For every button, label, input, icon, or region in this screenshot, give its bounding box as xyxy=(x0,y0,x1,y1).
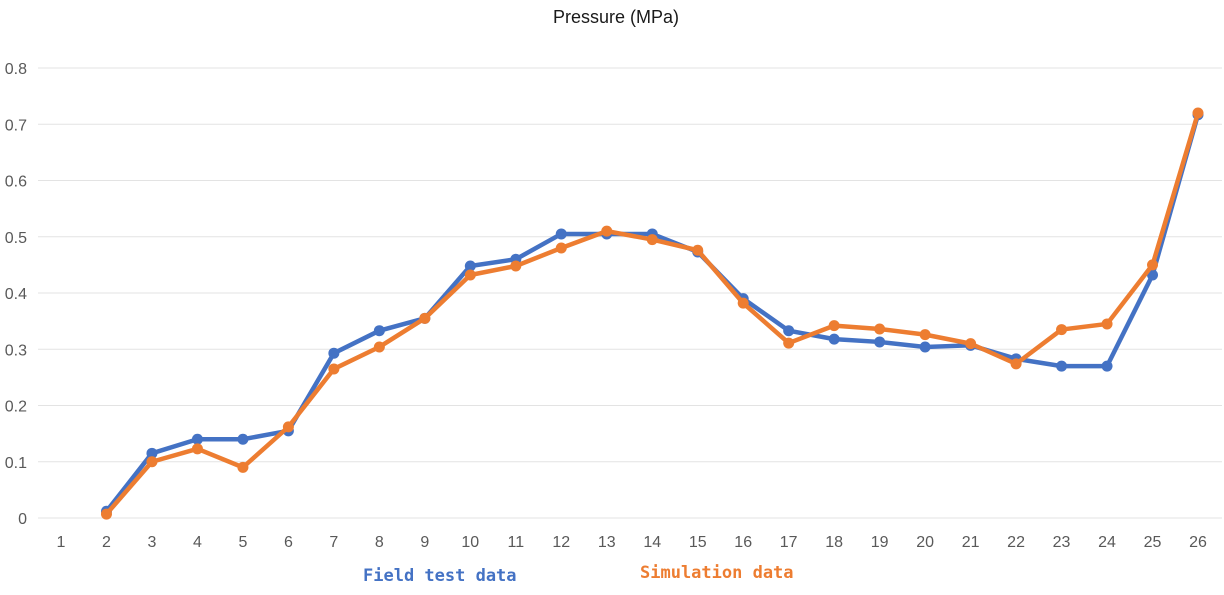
data-point xyxy=(783,325,795,337)
data-point xyxy=(737,297,749,309)
data-point xyxy=(100,508,112,520)
x-tick-label: 18 xyxy=(825,534,843,551)
data-point xyxy=(828,333,840,345)
y-tick-label: 0.8 xyxy=(5,61,27,78)
x-tick-label: 12 xyxy=(552,534,570,551)
data-point xyxy=(146,447,158,459)
legend-simulation-data: Simulation data xyxy=(640,563,794,583)
x-tick-label: 7 xyxy=(329,534,338,551)
y-tick-label: 0.3 xyxy=(5,342,27,359)
x-tick-label: 9 xyxy=(420,534,429,551)
data-point xyxy=(1056,360,1068,372)
x-tick-label: 8 xyxy=(375,534,384,551)
x-tick-label: 17 xyxy=(780,534,798,551)
series-field-test-data xyxy=(100,109,1204,517)
series-lines xyxy=(100,107,1204,520)
series-line xyxy=(104,112,1201,514)
data-point xyxy=(874,336,886,348)
data-point xyxy=(373,341,385,353)
y-tick-label: 0.2 xyxy=(5,399,27,416)
x-tick-label: 11 xyxy=(507,534,524,551)
chart-title: Pressure (MPa) xyxy=(553,7,679,27)
x-tick-label: 13 xyxy=(598,534,616,551)
data-point xyxy=(191,433,203,445)
data-point xyxy=(874,323,886,335)
x-tick-label: 26 xyxy=(1189,534,1207,551)
data-point xyxy=(692,244,704,256)
data-point xyxy=(328,347,340,359)
data-point xyxy=(646,234,658,246)
data-point xyxy=(464,260,476,272)
x-tick-label: 16 xyxy=(734,534,752,551)
data-point xyxy=(464,269,476,281)
data-point xyxy=(282,421,294,433)
x-tick-label: 19 xyxy=(871,534,889,551)
series-simulation-data xyxy=(100,107,1204,520)
x-tick-label: 15 xyxy=(689,534,707,551)
data-point xyxy=(191,443,203,455)
data-point xyxy=(601,225,613,237)
data-point xyxy=(965,338,977,350)
y-tick-label: 0.6 xyxy=(5,174,27,191)
y-tick-label: 0.4 xyxy=(5,286,27,303)
y-tick-label: 0.5 xyxy=(5,230,27,247)
data-point xyxy=(1192,107,1204,119)
data-point xyxy=(919,329,931,341)
y-axis-ticks: 0 0.1 0.2 0.3 0.4 0.5 0.6 0.7 0.8 xyxy=(5,61,27,528)
data-point xyxy=(1101,318,1113,330)
data-point xyxy=(919,341,931,353)
x-tick-label: 5 xyxy=(238,534,247,551)
data-point xyxy=(1010,358,1022,370)
data-point xyxy=(1101,360,1113,372)
x-tick-label: 6 xyxy=(284,534,293,551)
x-tick-label: 20 xyxy=(916,534,934,551)
x-tick-label: 1 xyxy=(57,534,66,551)
data-point xyxy=(328,363,340,375)
y-tick-label: 0.7 xyxy=(5,117,27,134)
x-tick-label: 24 xyxy=(1098,534,1116,551)
x-tick-label: 25 xyxy=(1144,534,1162,551)
x-tick-label: 4 xyxy=(193,534,202,551)
x-tick-label: 2 xyxy=(102,534,111,551)
x-tick-label: 23 xyxy=(1053,534,1071,551)
data-point xyxy=(1056,324,1068,336)
data-point xyxy=(419,312,431,324)
data-point xyxy=(237,461,249,473)
x-tick-label: 21 xyxy=(962,534,980,551)
data-point xyxy=(783,337,795,349)
y-tick-label: 0.1 xyxy=(5,455,27,472)
legend-field-test-data: Field test data xyxy=(363,566,517,586)
data-point xyxy=(555,242,567,254)
x-tick-label: 22 xyxy=(1007,534,1025,551)
x-axis-ticks: 1 2 3 4 5 6 7 8 9 10 11 12 13 14 15 16 17 18 19 20 21 22 23 24 2… xyxy=(57,534,1207,551)
data-point xyxy=(1147,269,1159,281)
series-line xyxy=(104,110,1201,517)
data-point xyxy=(555,228,567,240)
gridlines xyxy=(38,67,1222,519)
data-point xyxy=(237,433,249,445)
data-point xyxy=(373,325,385,337)
y-tick-label: 0 xyxy=(18,511,27,528)
x-tick-label: 14 xyxy=(643,534,661,551)
data-point xyxy=(510,260,522,272)
x-tick-label: 3 xyxy=(148,534,157,551)
data-point xyxy=(828,320,840,332)
data-point xyxy=(146,456,158,468)
x-tick-label: 10 xyxy=(461,534,479,551)
data-point xyxy=(1147,259,1159,271)
